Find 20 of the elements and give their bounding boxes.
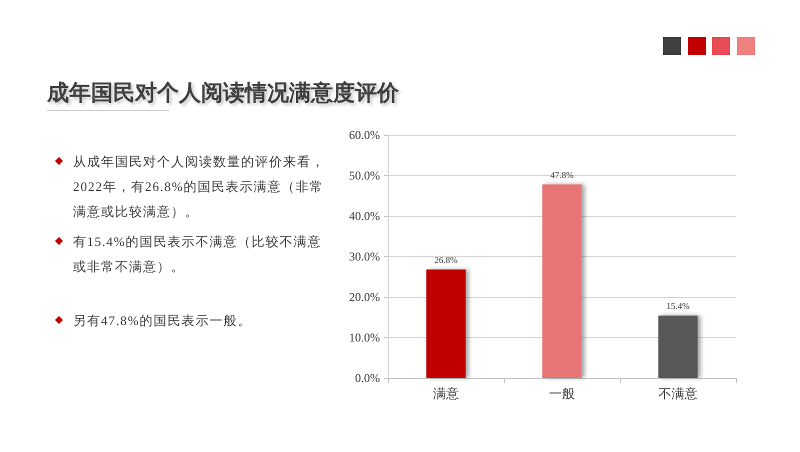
x-tick-label: 不满意 [658,386,698,401]
data-label: 47.8% [550,170,574,180]
y-tick-label: 30.0% [349,250,380,264]
y-tick-label: 20.0% [349,290,380,304]
chart-title: 成年国民对个人阅读情况满意度评价 [47,80,399,108]
bar [542,184,582,378]
y-tick-label: 50.0% [349,168,380,182]
data-label: 15.4% [666,301,690,312]
text: 另有47.8%的国民表示一般。 [73,312,253,330]
bar [426,269,466,378]
y-tick-label: 0.0% [355,371,380,385]
text: 有15.4%的国民表示不满意（比较不满意或非常不满意）。 [73,233,323,276]
bar [658,316,698,378]
y-tick-label: 10.0% [349,330,380,344]
data-label: 26.8% [434,254,458,265]
x-tick-label: 满意 [433,386,459,401]
x-tick-label: 一般 [549,386,575,401]
y-tick-label: 60.0% [349,128,380,142]
text: 从成年国民对个人阅读数量的评价来看，2022年，有26.8%的国民表示满意（非常满意或比较满意）。 [73,153,326,221]
y-tick-label: 40.0% [349,209,380,223]
